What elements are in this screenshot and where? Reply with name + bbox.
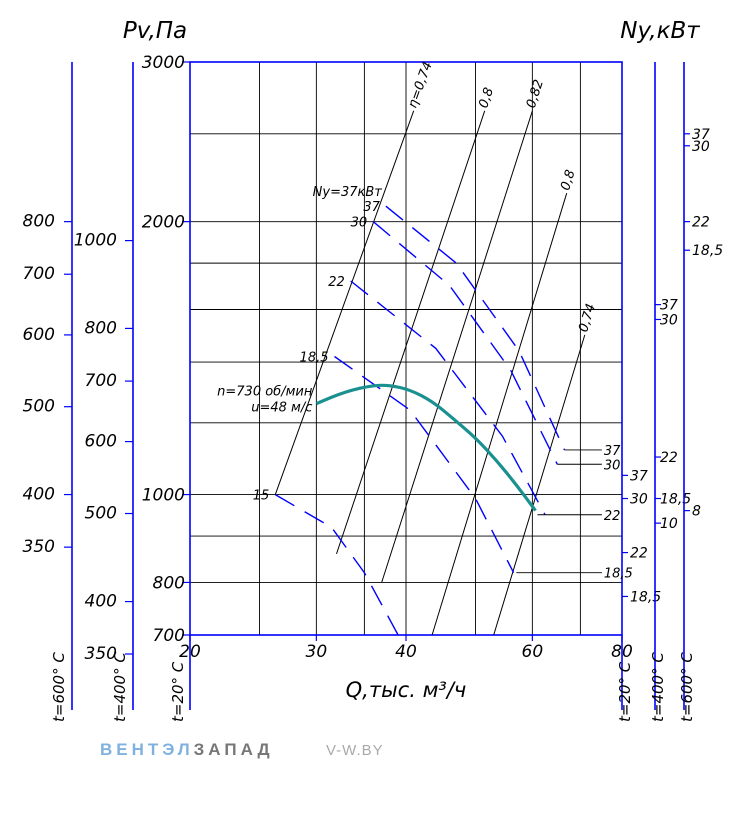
brand-part2: ЗАПАД [193,740,274,759]
axis-600-tick-label: 700 [23,264,55,284]
axis-400-temp-label: t=400° C [111,652,129,722]
main-axis-tick-label: 700 [153,626,185,646]
axis-600-tick-label: 350 [23,537,55,557]
power-line-label: 18,5 [300,350,329,365]
axis-600-tick-label: 600 [23,325,55,345]
main-axis-tick-label: 2000 [142,213,185,233]
x-axis-label: Q,тыс. м³/ч [346,678,467,702]
power-line-label: 15 [253,489,270,504]
right-axis-tick-label: 37 [660,298,678,314]
right-axis-temp-label: t=20° C [616,661,634,722]
right-axis-tick-label: 18,5 [660,492,691,508]
site-link[interactable]: V-W.BY [326,742,384,759]
axis-400-tick-label: 500 [85,504,117,524]
leader-label: 37 [604,444,621,459]
right-axis-tick-label: 22 [660,450,678,466]
x-axis-tick-label: 60 [522,642,544,662]
main-axis-tick-label: 3000 [142,53,185,73]
brand-logo: ВЕНТЭЛЗАПАД [100,740,274,760]
right-axis-temp-label: t=600° C [678,652,696,722]
axis-400-tick-label: 700 [85,371,117,391]
x-axis-tick-label: 20 [179,642,201,662]
axis-20-temp-label: t=20° C [169,661,187,722]
efficiency-line [493,334,586,636]
right-axis-tick-label: 30 [692,139,710,155]
power-line-label: 22 [328,275,345,290]
efficiency-label: 0,8 [476,86,497,110]
right-axis-tick-label: 18,5 [692,243,723,259]
efficiency-line [431,193,568,636]
axis-400-tick-label: 1000 [74,231,117,251]
x-axis-tick-label: 30 [306,642,328,662]
efficiency-line [274,110,415,495]
efficiency-line [381,110,533,583]
right-axis-tick-label: 22 [630,546,648,562]
fan-curve [315,383,537,512]
power-line [350,280,546,516]
main-axis-tick-label: 800 [153,573,185,593]
power-line [372,221,558,465]
right-title: Ny,кВт [620,18,700,44]
power-line [274,493,399,636]
right-axis-tick-label: 30 [660,312,678,328]
x-axis-tick-label: 40 [395,642,417,662]
right-axis-tick-label: 37 [630,468,648,484]
right-axis-temp-label: t=400° C [649,652,667,722]
right-axis-tick-label: 22 [692,215,710,231]
right-axis-tick-label: 18,5 [630,589,661,605]
axis-400-tick-label: 600 [85,432,117,452]
leader-label: 18,5 [604,567,633,582]
brand-part1: ВЕНТЭЛ [100,740,194,759]
axis-600-tick-label: 400 [23,485,55,505]
efficiency-label: 0,74 [576,302,599,334]
right-axis-tick-label: 10 [660,516,678,532]
left-title: Pv,Па [123,18,187,44]
axis-400-tick-label: 800 [85,318,117,338]
right-axis-tick-label: 8 [692,504,701,520]
axis-600-tick-label: 800 [23,212,55,232]
axis-600-temp-label: t=600° C [50,652,68,722]
power-line [334,355,515,574]
efficiency-label: 0,8 [558,168,578,192]
axis-400-tick-label: 400 [85,592,117,612]
leader-label: 22 [604,509,621,524]
power-line [385,205,566,451]
power-line-header-label: Ny=37кВт [313,185,383,200]
right-axis-tick-label: 37 [692,127,710,143]
main-axis-tick-label: 1000 [142,486,185,506]
efficiency-line [336,110,486,555]
efficiency-label: η=0,74 [405,60,435,110]
fan-curve-label2: u=48 м/с [251,401,312,416]
axis-400-tick-label: 350 [85,644,117,664]
fan-curve-label: n=730 об/мин [217,385,313,400]
power-line-label: 30 [351,216,368,231]
right-axis-tick-label: 30 [630,492,648,508]
efficiency-label: 0,82 [524,78,547,110]
power-line-label: 37 [363,200,380,215]
leader-label: 30 [604,458,621,473]
axis-600-tick-label: 500 [23,397,55,417]
